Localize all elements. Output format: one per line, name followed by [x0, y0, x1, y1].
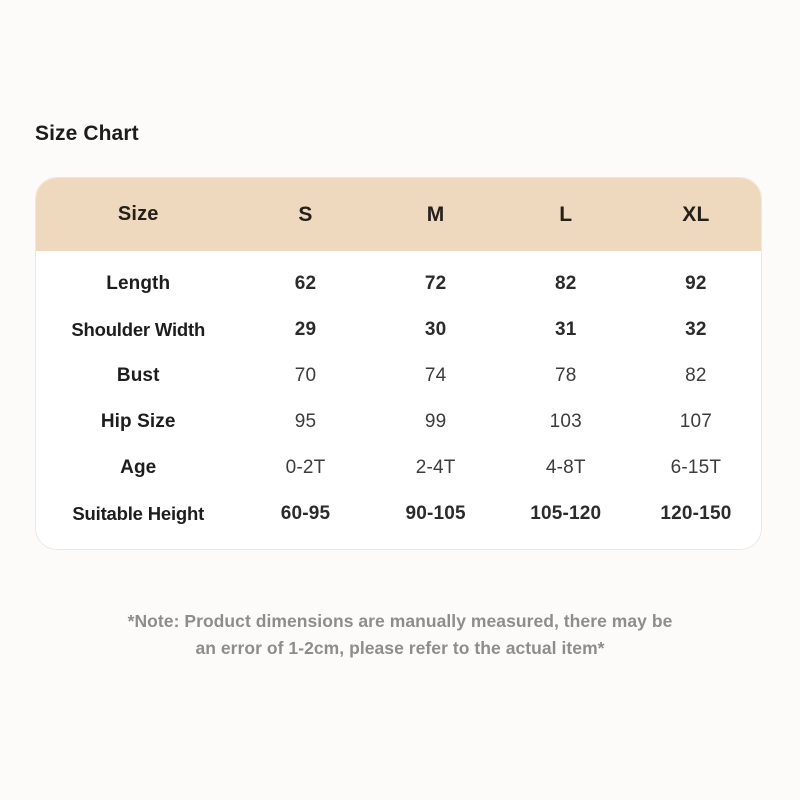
cell-bust-s: 70	[240, 353, 371, 399]
table-row: Hip Size 95 99 103 107	[36, 399, 761, 445]
cell-age-m: 2-4T	[370, 445, 501, 491]
table-body: Length 62 72 82 92 Shoulder Width 29 30 …	[36, 251, 761, 549]
page-title: Size Chart	[35, 122, 139, 145]
measurement-note-line-1: *Note: Product dimensions are manually m…	[127, 611, 673, 631]
cell-length-xl: 92	[630, 251, 761, 307]
row-label-suitable-height: Suitable Height	[36, 491, 241, 549]
cell-length-m: 72	[370, 251, 501, 307]
cell-hip-size-l: 103	[500, 399, 631, 445]
cell-suitable-height-s: 60-95	[240, 491, 371, 549]
row-label-length: Length	[36, 251, 241, 307]
cell-length-s: 62	[240, 251, 371, 307]
column-header-s: S	[298, 202, 313, 226]
cell-bust-m: 74	[370, 353, 501, 399]
cell-length-l: 82	[500, 251, 631, 307]
table-row: Suitable Height 60-95 90-105 105-120 120…	[36, 491, 761, 549]
cell-hip-size-xl: 107	[630, 399, 761, 445]
size-chart-card: Size S M L XL Length 62 72 82 92 Shoulde…	[35, 177, 762, 550]
size-table: Size S M L XL Length 62 72 82 92 Shoulde…	[36, 178, 761, 549]
table-header: Size S M L XL	[36, 178, 761, 251]
column-header-xl: XL	[682, 202, 710, 226]
cell-bust-xl: 82	[630, 353, 761, 399]
cell-suitable-height-xl: 120-150	[630, 491, 761, 549]
cell-age-xl: 6-15T	[630, 445, 761, 491]
column-header-l: L	[559, 202, 573, 226]
cell-shoulder-width-xl: 32	[630, 307, 761, 353]
cell-hip-size-m: 99	[370, 399, 501, 445]
row-label-hip-size: Hip Size	[36, 399, 241, 445]
cell-bust-l: 78	[500, 353, 631, 399]
table-row: Length 62 72 82 92	[36, 251, 761, 307]
header-row: Size S M L XL	[36, 178, 761, 251]
row-label-age: Age	[36, 445, 241, 491]
row-label-bust: Bust	[36, 353, 241, 399]
column-header-size: Size	[117, 203, 159, 225]
measurement-note: *Note: Product dimensions are manually m…	[50, 608, 750, 662]
table-row: Shoulder Width 29 30 31 32	[36, 307, 761, 353]
cell-hip-size-s: 95	[240, 399, 371, 445]
cell-age-s: 0-2T	[240, 445, 371, 491]
cell-suitable-height-l: 105-120	[500, 491, 631, 549]
cell-shoulder-width-l: 31	[500, 307, 631, 353]
cell-suitable-height-m: 90-105	[370, 491, 501, 549]
row-label-shoulder-width: Shoulder Width	[36, 307, 241, 353]
cell-shoulder-width-s: 29	[240, 307, 371, 353]
table-row: Age 0-2T 2-4T 4-8T 6-15T	[36, 445, 761, 491]
measurement-note-line-2: an error of 1-2cm, please refer to the a…	[195, 638, 605, 658]
table-row: Bust 70 74 78 82	[36, 353, 761, 399]
cell-shoulder-width-m: 30	[370, 307, 501, 353]
column-header-m: M	[426, 202, 445, 226]
cell-age-l: 4-8T	[500, 445, 631, 491]
